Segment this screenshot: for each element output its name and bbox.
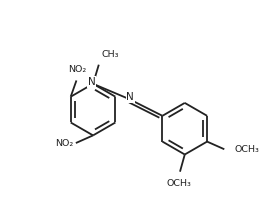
Text: NO₂: NO₂ (55, 139, 73, 147)
Text: N: N (88, 77, 95, 87)
Text: OCH₃: OCH₃ (167, 179, 192, 188)
Text: CH₃: CH₃ (101, 50, 118, 59)
Text: OCH₃: OCH₃ (235, 145, 260, 154)
Text: NO₂: NO₂ (68, 65, 87, 74)
Text: N: N (126, 92, 134, 102)
